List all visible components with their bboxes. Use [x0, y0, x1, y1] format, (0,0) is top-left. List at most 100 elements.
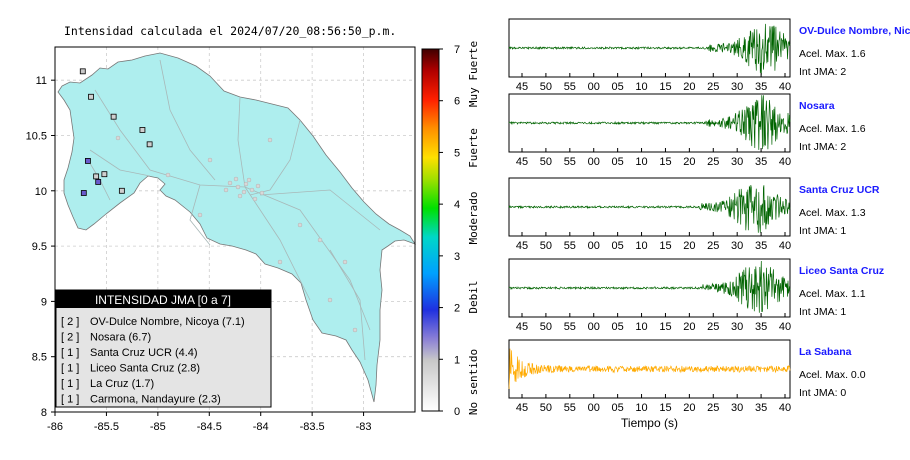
station-marker: [110, 113, 117, 120]
town-dot: [342, 259, 348, 265]
jma-intensity-label: Int JMA: 2: [799, 66, 846, 78]
legend-item-level: [ 2 ]: [61, 316, 79, 328]
accel-max-label: Acel. Max. 1.6: [799, 123, 866, 135]
road: [189, 184, 211, 246]
map-y-tick-label: 9.5: [32, 241, 47, 253]
legend-item-level: [ 1 ]: [61, 363, 79, 375]
colorbar-tick-label: 2: [454, 303, 460, 315]
waveform-x-tick-label: 45: [516, 240, 528, 252]
waveform-x-tick-label: 05: [612, 156, 624, 168]
waveform-x-axis-label: Tiempo (s): [621, 416, 678, 430]
waveform-x-tick-label: 10: [635, 240, 647, 252]
waveform-x-tick-label: 50: [540, 240, 552, 252]
town-dot: [227, 180, 233, 186]
waveform-x-tick-label: 45: [516, 402, 528, 414]
colorbar-tick-label: 7: [454, 44, 460, 56]
waveform-x-tick-label: 40: [779, 321, 791, 333]
map-frame: [54, 46, 416, 413]
station-name: La Sabana: [799, 346, 852, 358]
waveform-x-tick-label: 15: [659, 240, 671, 252]
town-dot: [207, 157, 213, 163]
waveform-x-tick-label: 15: [659, 156, 671, 168]
jma-intensity-label: Int JMA: 2: [799, 141, 846, 153]
town-dot: [223, 187, 229, 193]
map-y-axis: 11 10.5 10 9.5 9 8.5 8: [26, 75, 55, 419]
waveform-x-tick-label: 50: [540, 81, 552, 93]
waveform-x-tick-label: 25: [707, 240, 719, 252]
waveform-x-tick-label: 55: [564, 402, 576, 414]
legend-item-label: La Cruz (1.7): [90, 378, 154, 390]
waveform-x-tick-label: 50: [540, 402, 552, 414]
colorbar-gradient: [421, 48, 440, 412]
station-marker: [95, 179, 102, 185]
station-marker: [101, 171, 108, 178]
accel-max-label: Acel. Max. 0.0: [799, 369, 866, 381]
waveform-x-tick-label: 40: [779, 402, 791, 414]
town-dot: [115, 135, 121, 141]
waveform-x-tick-label: 00: [588, 402, 600, 414]
station-marker: [139, 127, 146, 133]
road: [89, 149, 151, 177]
jma-intensity-label: Int JMA: 0: [799, 387, 846, 399]
map-x-tick-label: -84: [253, 421, 269, 433]
town-dot: [233, 176, 239, 182]
waveform-x-tick-label: 15: [659, 321, 671, 333]
waveform-x-tick-label: 15: [659, 402, 671, 414]
town-dot: [327, 297, 333, 303]
map-y-tick-label: 10: [35, 186, 47, 198]
waveform-x-tick-label: 05: [612, 402, 624, 414]
map-y-tick-label: 10.5: [26, 130, 47, 142]
waveform-x-tick-label: 30: [731, 240, 743, 252]
station-marker: [85, 158, 91, 164]
town-dot: [297, 222, 303, 228]
waveform-x-tick-label: 05: [612, 321, 624, 333]
colorbar-tick-label: 1: [454, 354, 460, 366]
waveform-panel: 45 50 55 00 05 10 15 20 25 30 35 40 Liceo Santa Cruz…: [508, 258, 884, 333]
map-y-tick-label: 9: [41, 296, 47, 308]
accel-max-label: Acel. Max. 1.3: [799, 207, 866, 219]
waveform-x-tick-label: 35: [755, 240, 767, 252]
waveform-x-tick-label: 40: [779, 240, 791, 252]
road: [159, 59, 216, 181]
road: [259, 189, 381, 231]
town-dot: [252, 196, 258, 202]
waveform-x-tick-label: 10: [635, 156, 647, 168]
waveform-trace: [508, 260, 791, 313]
colorbar-ticks: 0 1 2 3 4 5 6 7: [439, 44, 460, 418]
waveform-x-tick-label: 05: [612, 240, 624, 252]
waveform-x-tick-label: 55: [564, 156, 576, 168]
map-y-tick-label: 8: [41, 407, 47, 419]
waveform-x-tick-label: 00: [588, 81, 600, 93]
colorbar-category-label: No sentido: [467, 349, 480, 415]
station-name: Liceo Santa Cruz: [799, 265, 884, 277]
map-x-tick-label: -86: [47, 421, 63, 433]
waveform-x-tick-label: 30: [731, 81, 743, 93]
colorbar-category-label: Moderado: [467, 192, 480, 245]
map-x-axis: -86 -85.5 -85 -84.5 -84 -83.5 -83: [47, 412, 372, 433]
station-marker: [79, 68, 86, 75]
colorbar-tick-label: 4: [454, 199, 460, 211]
map-x-tick-label: -84.5: [197, 421, 222, 433]
station-marker: [93, 173, 100, 180]
waveform-x-tick-label: 30: [731, 321, 743, 333]
waveform-panels: 45 50 55 00 05 10 15 20 25 30 35 40 OV-Dulce Nombre,…: [508, 18, 910, 430]
town-dot: [255, 183, 261, 189]
station-name: Santa Cruz UCR: [799, 184, 880, 196]
legend-header: [56, 290, 271, 308]
station-marker: [80, 190, 87, 196]
town-dot: [249, 187, 255, 193]
map-x-tick-label: -83.5: [300, 421, 325, 433]
town-dot: [197, 212, 203, 218]
waveform-x-tick-label: 35: [755, 321, 767, 333]
costa-rica-landmass: [57, 52, 416, 403]
waveform-x-tick-label: 55: [564, 240, 576, 252]
legend-item-level: [ 2 ]: [61, 332, 79, 344]
road: [237, 96, 246, 188]
waveform-panel: 45 50 55 00 05 10 15 20 25 30 35 40 Santa Cruz UCR Ac…: [508, 177, 880, 252]
waveform-x-tick-label: 45: [516, 321, 528, 333]
waveform-x-tick-label: 20: [683, 321, 695, 333]
waveform-x-tick-label: 20: [683, 81, 695, 93]
waveform-x-tick-label: 35: [755, 81, 767, 93]
waveform-x-tick-label: 40: [779, 156, 791, 168]
